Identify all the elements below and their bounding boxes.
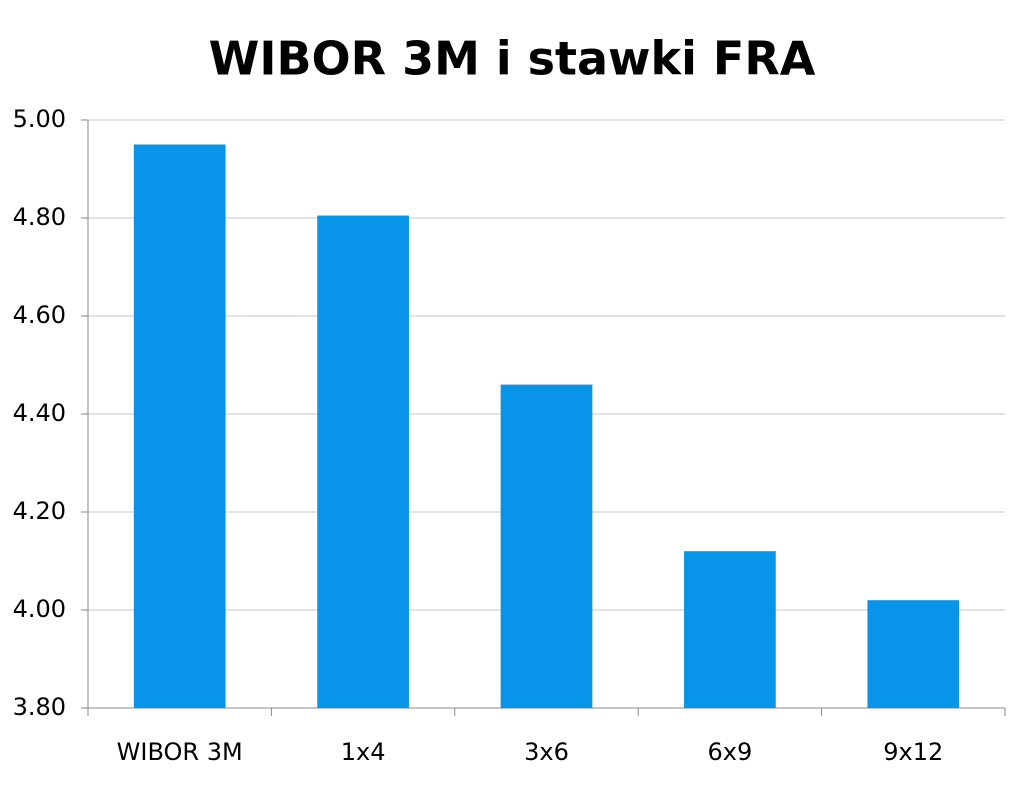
y-tick-label: 4.20 bbox=[13, 497, 66, 525]
y-tick-label: 4.40 bbox=[13, 399, 66, 427]
y-tick-label: 4.80 bbox=[13, 203, 66, 231]
chart-title: WIBOR 3M i stawki FRA bbox=[209, 32, 816, 86]
x-tick-label: WIBOR 3M bbox=[117, 738, 243, 766]
bar bbox=[867, 600, 960, 708]
y-tick-label: 4.60 bbox=[13, 301, 66, 329]
x-tick-label: 1x4 bbox=[341, 738, 386, 766]
y-tick-label: 3.80 bbox=[13, 693, 66, 721]
bar bbox=[133, 144, 226, 708]
bar bbox=[317, 215, 409, 709]
bar bbox=[684, 551, 776, 708]
x-tick-label: 9x12 bbox=[883, 738, 943, 766]
x-tick-label: 3x6 bbox=[524, 738, 569, 766]
bar bbox=[500, 384, 593, 708]
y-tick-label: 5.00 bbox=[13, 105, 66, 133]
y-tick-label: 4.00 bbox=[13, 595, 66, 623]
x-tick-label: 6x9 bbox=[708, 738, 753, 766]
